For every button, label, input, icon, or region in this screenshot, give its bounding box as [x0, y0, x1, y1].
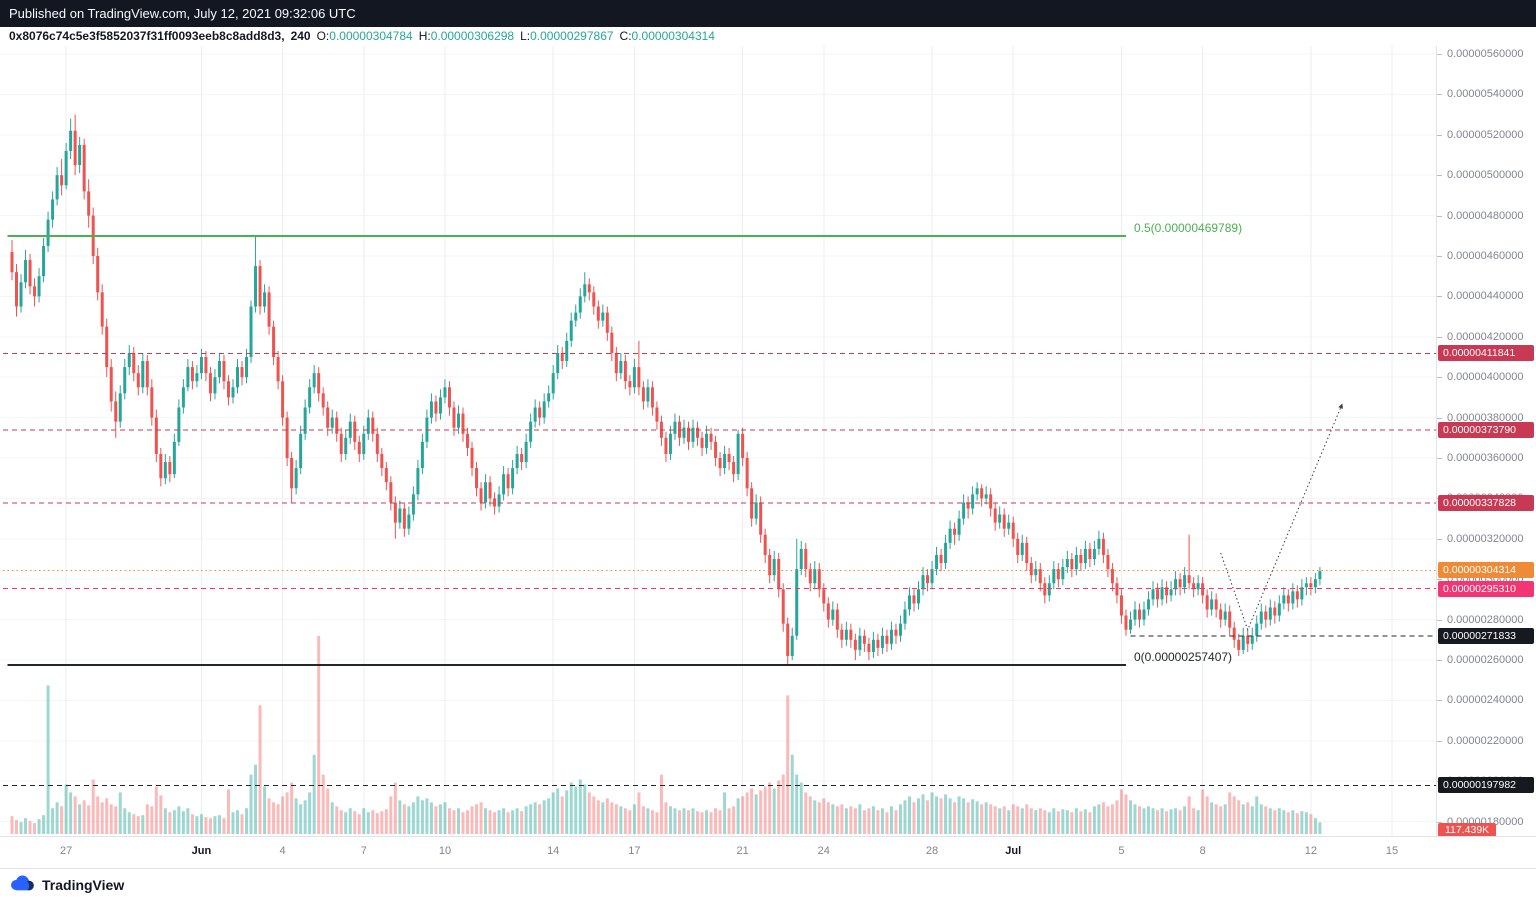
cloud-logo-icon — [11, 875, 34, 891]
price-tick-label: 0.00000480000 — [1437, 209, 1523, 223]
price-tick-label: 0.00000560000 — [1437, 47, 1523, 61]
tradingview-logo[interactable] — [9, 874, 35, 896]
price-tick-label: 0.00000280000 — [1437, 613, 1523, 627]
time-tick-label: Jul — [1005, 845, 1022, 857]
time-tick-label: 5 — [1118, 845, 1125, 857]
price-level-labels: 0.5(0.00000469789) 0(0.00000257407) — [1134, 221, 1242, 664]
time-tick-label: 28 — [925, 845, 939, 857]
time-axis[interactable]: 27 Jun 4 7 10 14 17 21 24 28 Jul 5 8 12 15 — [0, 836, 1536, 868]
symbol-name: 0x8076c74c5e3f5852037f31ff0093eeb8c8add8… — [9, 29, 285, 43]
candlestick-chart[interactable]: 0.5(0.00000469789) 0(0.00000257407) — [0, 46, 1436, 836]
price-tick-label: 0.00000380000 — [1437, 411, 1523, 425]
price-level-badge: 0.00000295310 — [1438, 580, 1534, 597]
price-axis[interactable]: 0.00000560000 0.00000540000 0.00000520000 0… — [1436, 46, 1536, 838]
candlesticks — [10, 114, 1322, 665]
high-label: H: — [418, 29, 431, 43]
grid-horizontal-lines — [0, 53, 1436, 823]
open-label: O: — [316, 29, 330, 43]
footer-toolbar: TradingView — [0, 868, 1536, 901]
high-value: 0.00000306298 — [430, 29, 515, 43]
time-tick-label: 14 — [547, 845, 560, 857]
time-tick-label: 15 — [1385, 845, 1399, 857]
close-value: 0.00000304314 — [631, 29, 715, 43]
price-tick-label: 0.00000420000 — [1437, 330, 1523, 344]
ohlc-open: O:0.00000304784 — [317, 27, 413, 46]
tradingview-brand[interactable]: TradingView — [42, 877, 125, 893]
price-tick-label: 0.00000260000 — [1437, 653, 1523, 667]
chart-area[interactable]: 0.5(0.00000469789) 0(0.00000257407) — [0, 46, 1436, 836]
symbol-interval: 240 — [290, 29, 311, 43]
price-tick-label: 0.00000320000 — [1437, 532, 1523, 546]
time-tick-label: 10 — [438, 845, 452, 857]
price-level-badge: 0.00000373790 — [1438, 422, 1534, 439]
time-tick-label: Jun — [191, 845, 212, 857]
close-label: C: — [619, 29, 632, 43]
symbol-ohlc-bar: 0x8076c74c5e3f5852037f31ff0093eeb8c8add8… — [0, 27, 1536, 46]
price-tick-label: 0.00000400000 — [1437, 370, 1523, 384]
time-tick-label: 12 — [1304, 845, 1317, 857]
price-tick-label: 0.00000220000 — [1437, 734, 1523, 748]
open-value: 0.00000304784 — [329, 29, 413, 43]
price-tick-label: 0.00000440000 — [1437, 289, 1523, 303]
price-tick-label: 0.00000360000 — [1437, 451, 1523, 465]
price-level-badge: 0.00000197982 — [1438, 777, 1534, 794]
time-tick-label: 7 — [360, 845, 367, 857]
price-level-badge: 0.00000304314 — [1438, 562, 1534, 579]
time-tick-label: 4 — [279, 845, 286, 857]
trend-projection-arrow — [1220, 403, 1343, 632]
price-tick-label: 0.00000520000 — [1437, 128, 1523, 142]
volume-bars — [10, 636, 1322, 834]
price-level-badge: 0.00000411841 — [1438, 345, 1534, 362]
ohlc-high: H:0.00000306298 — [419, 27, 514, 46]
grid-vertical-lines — [65, 46, 1393, 836]
price-tick-label: 0.00000500000 — [1437, 168, 1523, 182]
ohlc-low: L:0.00000297867 — [520, 27, 613, 46]
time-tick-label: 24 — [817, 845, 830, 857]
time-tick-label: 8 — [1199, 845, 1206, 857]
publish-text: Published on TradingView.com, July 12, 2… — [9, 6, 356, 21]
time-tick-label: 27 — [59, 845, 73, 857]
price-tick-label: 0.00000460000 — [1437, 249, 1523, 263]
price-tick-label: 0.00000240000 — [1437, 693, 1523, 707]
fib-level-label: 0.5(0.00000469789) — [1134, 221, 1242, 235]
volume-badge: 117.439K — [1438, 823, 1497, 838]
price-tick-label: 0.00000540000 — [1437, 87, 1523, 101]
publish-banner: Published on TradingView.com, July 12, 2… — [0, 0, 1536, 27]
low-label: L: — [520, 29, 531, 43]
fib-level-label: 0(0.00000257407) — [1134, 650, 1232, 664]
time-tick-label: 17 — [628, 845, 641, 857]
low-value: 0.00000297867 — [530, 29, 614, 43]
ohlc-close: C:0.00000304314 — [620, 27, 715, 46]
price-level-lines — [2, 235, 1436, 786]
price-level-badge: 0.00000271833 — [1438, 628, 1534, 645]
price-level-badge: 0.00000337828 — [1438, 494, 1534, 511]
time-tick-label: 21 — [736, 845, 749, 857]
